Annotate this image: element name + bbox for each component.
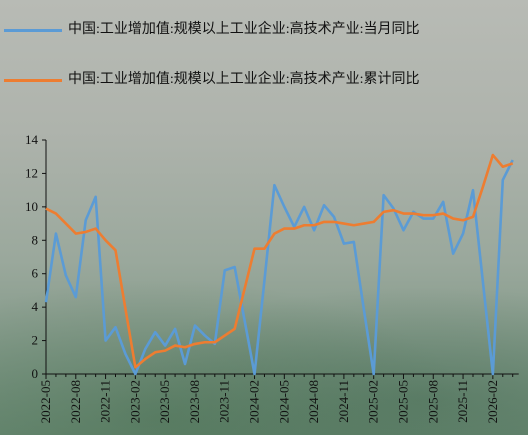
x-tick-label: 2024-08	[306, 380, 321, 423]
x-tick-label: 2026-02	[485, 380, 500, 423]
x-tick-label: 2024-11	[336, 380, 351, 423]
x-tick-label: 2024-05	[276, 380, 291, 423]
series-line	[44, 159, 514, 376]
y-tick-label: 4	[32, 299, 39, 314]
x-tick-label: 2025-02	[366, 380, 381, 423]
x-tick-label: 2025-11	[455, 380, 470, 423]
legend-entry: 中国:工业增加值:规模以上工业企业:高技术产业:累计同比	[0, 70, 528, 90]
legend-swatch	[4, 79, 62, 82]
x-tick-label: 2025-08	[425, 380, 440, 423]
legend-label: 中国:工业增加值:规模以上工业企业:高技术产业:累计同比	[68, 72, 420, 87]
x-tick-label: 2022-05	[38, 380, 53, 423]
legend-label: 中国:工业增加值:规模以上工业企业:高技术产业:当月同比	[68, 22, 420, 37]
y-tick-label: 2	[32, 333, 39, 348]
x-tick-label: 2022-08	[68, 380, 83, 423]
legend-swatch	[4, 29, 62, 32]
y-tick-label: 14	[25, 132, 39, 147]
x-tick-label: 2023-08	[187, 380, 202, 423]
x-tick-label: 2025-05	[395, 380, 410, 423]
x-tick-label: 2023-02	[127, 380, 142, 423]
series-line	[45, 153, 514, 369]
legend-entry: 中国:工业增加值:规模以上工业企业:高技术产业:当月同比	[0, 20, 528, 40]
x-tick-label: 2023-11	[217, 380, 232, 423]
y-tick-label: 0	[32, 366, 39, 381]
x-tick-label: 2024-02	[247, 380, 262, 423]
y-tick-label: 8	[32, 232, 39, 247]
x-tick-label: 2023-05	[157, 380, 172, 423]
y-tick-label: 12	[25, 165, 38, 180]
x-tick-label: 2022-11	[98, 380, 113, 423]
y-tick-label: 10	[25, 199, 38, 214]
y-tick-label: 6	[32, 266, 39, 281]
